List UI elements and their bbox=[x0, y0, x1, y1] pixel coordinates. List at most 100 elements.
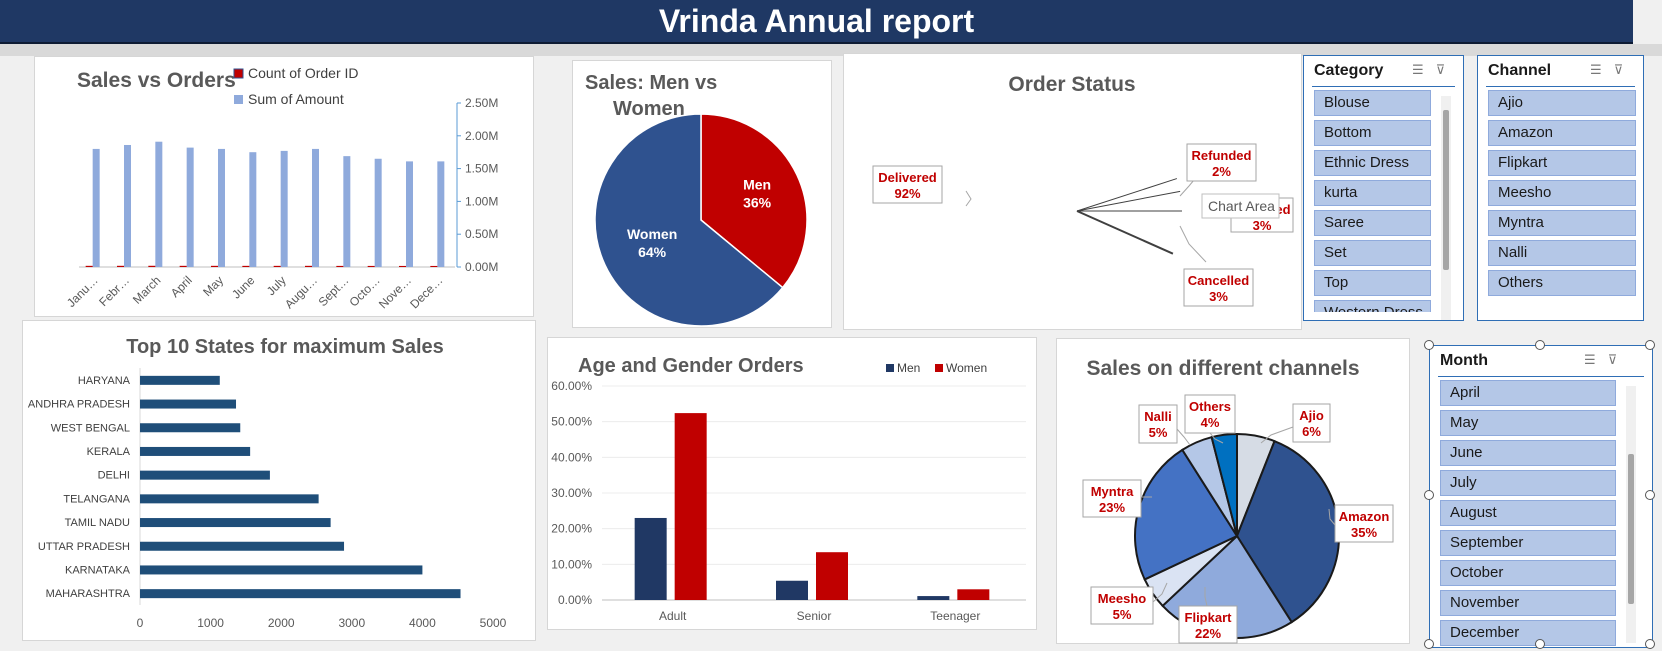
bar-andhra-pradesh bbox=[140, 399, 237, 409]
multi-select-icon[interactable]: ☰ bbox=[1590, 62, 1602, 77]
data-label-value-myntra: 23% bbox=[1099, 500, 1125, 515]
resize-handle[interactable] bbox=[1645, 490, 1655, 500]
data-label-name-ajio: Ajio bbox=[1299, 408, 1324, 423]
slice-label-name-women: Women bbox=[627, 226, 677, 242]
category-item-bottom[interactable]: Bottom bbox=[1314, 120, 1431, 146]
legend-label-women: Women bbox=[946, 361, 987, 375]
chart-area-tooltip: Chart Area bbox=[1208, 198, 1275, 214]
category-item-ethnic-dress[interactable]: Ethnic Dress bbox=[1314, 150, 1431, 176]
resize-handle[interactable] bbox=[1424, 639, 1434, 649]
channel-item-amazon[interactable]: Amazon bbox=[1488, 120, 1636, 146]
sales-vs-orders-chart[interactable]: Sales vs Orders Count of Order ID Sum of A… bbox=[34, 56, 534, 317]
month-item-april[interactable]: April bbox=[1440, 380, 1616, 406]
channel-item-others[interactable]: Others bbox=[1488, 270, 1636, 296]
pie-slice-women bbox=[594, 113, 784, 327]
data-label-box-nalli bbox=[1138, 404, 1178, 444]
month-item-september[interactable]: September bbox=[1440, 530, 1616, 556]
month-slicer-title: Month bbox=[1440, 352, 1488, 369]
clear-filter-icon[interactable]: ⊽ bbox=[1435, 62, 1446, 77]
channels-chart[interactable]: Sales on different channels Ajio 6% Amazon 3… bbox=[1056, 338, 1410, 644]
x-tick-label: 0 bbox=[137, 616, 144, 630]
channel-item-list: Ajio Amazon Flipkart Meesho Myntra Nalli Other… bbox=[1488, 90, 1636, 312]
month-item-july[interactable]: July bbox=[1440, 470, 1616, 496]
data-label-box-refunded bbox=[1186, 143, 1257, 182]
top-states-chart[interactable]: Top 10 States for maximum Sales 0 1000 2000… bbox=[22, 320, 536, 641]
data-label-box-myntra bbox=[1082, 479, 1142, 518]
category-slicer-title: Category bbox=[1314, 62, 1384, 79]
y-tick-label: 10.00% bbox=[551, 557, 592, 571]
legend-swatch-count bbox=[233, 68, 244, 79]
bar-amount-march bbox=[155, 141, 163, 267]
slice-label-value-men: 36% bbox=[743, 195, 772, 211]
category-item-top[interactable]: Top bbox=[1314, 270, 1431, 296]
multi-select-icon[interactable]: ☰ bbox=[1412, 62, 1424, 77]
bar-haryana bbox=[140, 375, 220, 385]
men-vs-women-chart[interactable]: Sales: Men vs Women Men 36% Women 64% bbox=[572, 60, 832, 328]
bar-count-june bbox=[242, 265, 250, 267]
data-label-value-meesho: 5% bbox=[1113, 607, 1132, 622]
clear-filter-icon[interactable]: ⊽ bbox=[1613, 62, 1624, 77]
channel-item-flipkart[interactable]: Flipkart bbox=[1488, 150, 1636, 176]
chart-title: Sales vs Orders bbox=[77, 69, 236, 92]
channel-item-ajio[interactable]: Ajio bbox=[1488, 90, 1636, 116]
bar-count-april bbox=[179, 265, 187, 267]
data-label-name-others: Others bbox=[1189, 399, 1231, 414]
order-status-chart[interactable]: Order StatusDelivered92%Refunded2%Return… bbox=[843, 53, 1302, 330]
month-item-may[interactable]: May bbox=[1440, 410, 1616, 436]
category-scrollbar-thumb[interactable] bbox=[1443, 110, 1449, 270]
y-tick-label: KARNATAKA bbox=[65, 564, 131, 576]
month-item-list: April May June July August September October No… bbox=[1440, 380, 1616, 647]
data-label-name-myntra: Myntra bbox=[1091, 484, 1134, 499]
month-item-november[interactable]: November bbox=[1440, 590, 1616, 616]
channel-slicer[interactable]: Channel ☰ ⊽ Ajio Amazon Flipkart Meesho Myntr… bbox=[1477, 55, 1644, 321]
category-slicer[interactable]: Category ☰ ⊽ Blouse Bottom Ethnic Dress kurt… bbox=[1303, 55, 1464, 321]
legend-swatch-men bbox=[886, 364, 894, 372]
multi-select-icon[interactable]: ☰ bbox=[1584, 352, 1596, 367]
y2-tick-label: 0.50M bbox=[465, 227, 498, 241]
month-slicer[interactable]: Month ☰ ⊽ April May June July August September… bbox=[1429, 345, 1653, 648]
data-label-name-flipkart: Flipkart bbox=[1185, 610, 1233, 625]
resize-handle[interactable] bbox=[1535, 340, 1545, 350]
x-tick-label: Senior bbox=[797, 609, 832, 623]
chart-title-line2: Women bbox=[613, 98, 685, 120]
bar-amount-november bbox=[406, 161, 413, 267]
y-tick-label: KERALA bbox=[87, 446, 131, 458]
legend-label-amount: Sum of Amount bbox=[248, 91, 344, 107]
bar-count-july bbox=[273, 265, 281, 267]
data-label-value-refunded: 2% bbox=[1212, 164, 1231, 179]
resize-handle[interactable] bbox=[1645, 340, 1655, 350]
age-gender-chart[interactable]: Age and Gender Orders Men Women 0.00% 10.00%… bbox=[547, 337, 1037, 630]
category-item-blouse[interactable]: Blouse bbox=[1314, 90, 1431, 116]
bar-count-september bbox=[336, 265, 344, 267]
data-label-name-delivered: Delivered bbox=[878, 170, 937, 185]
month-item-august[interactable]: August bbox=[1440, 500, 1616, 526]
clear-filter-icon[interactable]: ⊽ bbox=[1607, 352, 1618, 367]
x-tick-label: Sept… bbox=[316, 273, 352, 309]
category-item-set[interactable]: Set bbox=[1314, 240, 1431, 266]
x-tick-label: Augu… bbox=[282, 273, 320, 311]
channel-item-myntra[interactable]: Myntra bbox=[1488, 210, 1636, 236]
pie-slice-returned bbox=[1076, 190, 1181, 212]
category-item-saree[interactable]: Saree bbox=[1314, 210, 1431, 236]
data-label-name-refunded: Refunded bbox=[1192, 148, 1252, 163]
month-scrollbar-thumb[interactable] bbox=[1628, 454, 1634, 604]
channel-item-nalli[interactable]: Nalli bbox=[1488, 240, 1636, 266]
category-item-kurta[interactable]: kurta bbox=[1314, 180, 1431, 206]
resize-handle[interactable] bbox=[1424, 340, 1434, 350]
bar-amount-january bbox=[92, 148, 100, 267]
bar-amount-october bbox=[374, 158, 382, 267]
month-item-october[interactable]: October bbox=[1440, 560, 1616, 586]
x-tick-label: Teenager bbox=[930, 609, 980, 623]
channel-item-meesho[interactable]: Meesho bbox=[1488, 180, 1636, 206]
resize-handle[interactable] bbox=[1645, 639, 1655, 649]
month-item-june[interactable]: June bbox=[1440, 440, 1616, 466]
data-label-name-cancelled: Cancelled bbox=[1188, 273, 1249, 288]
bar-women-senior bbox=[816, 552, 848, 600]
data-label-box-cancelled bbox=[1183, 268, 1254, 307]
category-item-western-dress[interactable]: Western Dress bbox=[1314, 300, 1431, 312]
resize-handle[interactable] bbox=[1424, 490, 1434, 500]
month-item-december[interactable]: December bbox=[1440, 620, 1616, 646]
bar-count-august bbox=[305, 265, 312, 267]
report-title: Vrinda Annual report bbox=[658, 2, 975, 39]
resize-handle[interactable] bbox=[1535, 639, 1545, 649]
